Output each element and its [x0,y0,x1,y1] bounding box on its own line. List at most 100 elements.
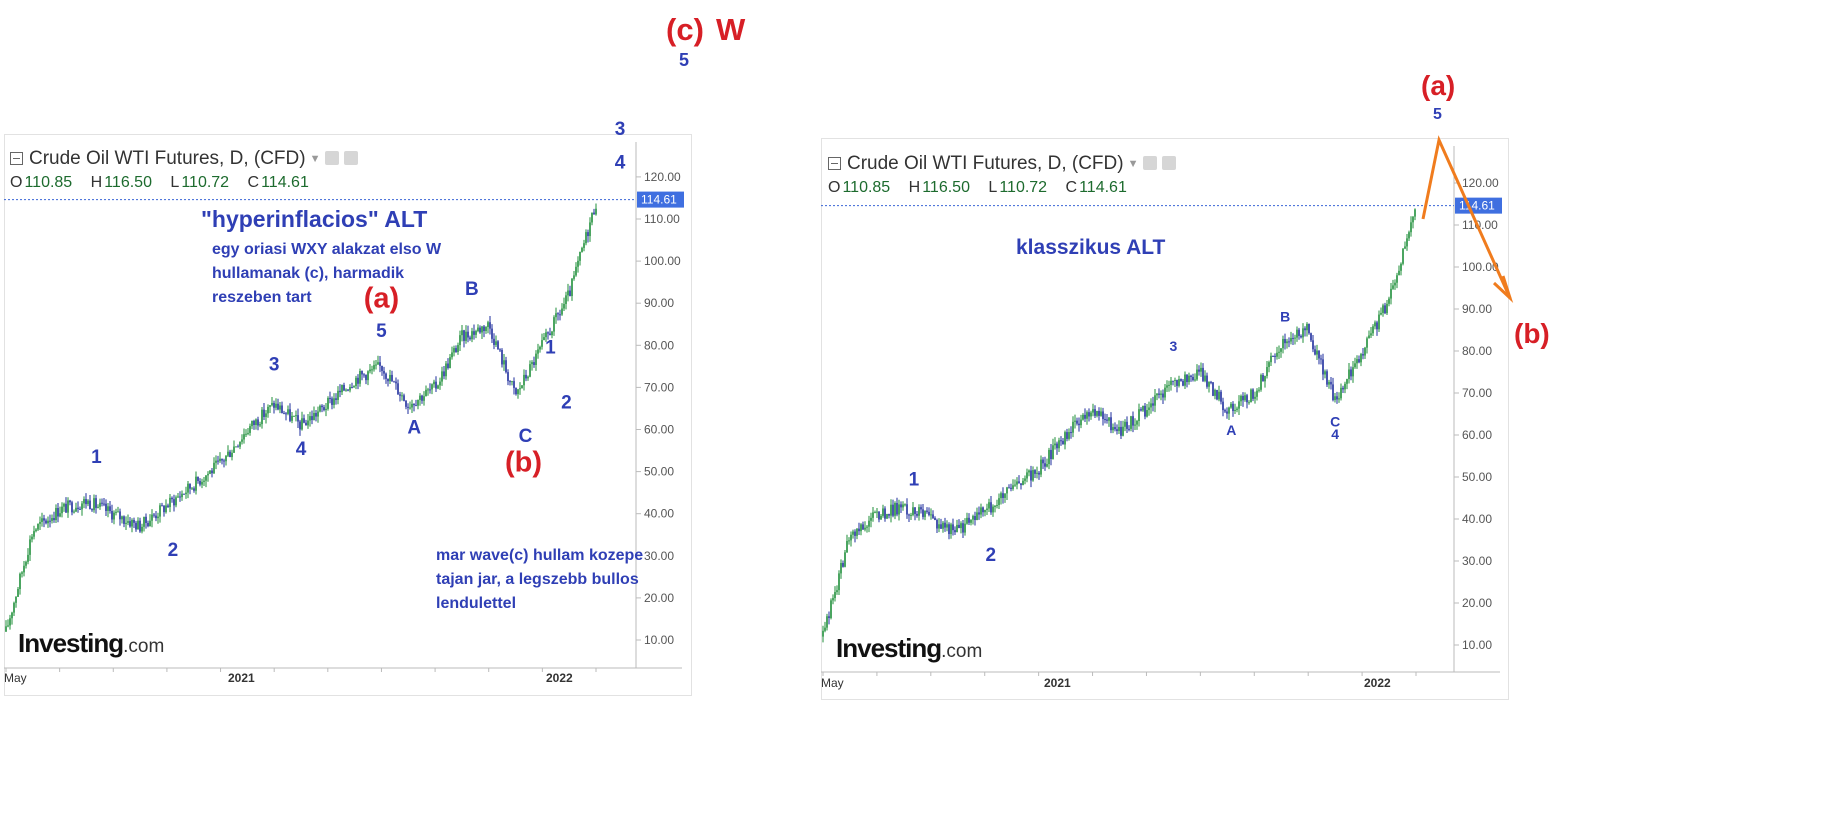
candle-body [335,398,337,400]
candle-body [355,377,357,387]
x-tick-label: 2021 [228,671,255,685]
wave-label: 2 [985,545,996,566]
right-title: klasszikus ALT [1016,236,1166,259]
candle-body [928,511,930,515]
candle-body [1364,347,1366,356]
candle-body [1172,380,1174,382]
candle-body [1144,405,1146,417]
gear-icon[interactable] [344,151,359,165]
candle-body [1054,443,1056,446]
collapse-icon[interactable] [828,157,841,170]
candle-body [1380,312,1382,315]
candle-body [327,397,329,409]
candle-body [371,369,373,371]
eye-icon[interactable] [325,151,340,165]
candle-body [998,498,1000,506]
candle-body [305,422,307,426]
candle-body [850,534,852,541]
candle-body [904,504,906,506]
candle-body [1350,369,1352,377]
candle-body [984,509,986,513]
y-tick-label: 70.00 [1462,386,1492,400]
candle-body [163,505,165,513]
price-tag-label: 114.61 [641,193,677,207]
candle-body [1280,348,1282,352]
candle-body [1110,417,1112,431]
candle-body [89,500,91,510]
candle-body [876,511,878,513]
candle-body [1178,379,1180,386]
orange-label-five: 5 [1433,106,1442,123]
candle-body [19,573,21,590]
candle-body [1356,359,1358,364]
candle-body [471,331,473,340]
wave-label: A [407,418,421,439]
candle-body [864,527,866,530]
candle-body [339,390,341,393]
candle-body [1314,349,1316,355]
candle-body [854,531,856,536]
candle-body [1078,423,1080,426]
candle-body [1406,238,1408,247]
candle-body [1028,470,1030,473]
candle-body [317,411,319,417]
candle-body [99,502,101,507]
chevron-down-icon[interactable]: ▼ [309,153,321,165]
investing-logo-right: Investing.com [836,633,983,663]
candle-body [273,402,275,408]
candle-body [1322,359,1324,375]
candle-body [1156,393,1158,396]
candle-body [419,395,421,400]
orange-label-a: (a) [1421,70,1456,101]
candle-body [443,371,445,377]
candle-body [461,330,463,336]
eye-icon[interactable] [1143,156,1158,170]
candle-body [521,385,523,389]
candle-body [976,512,978,520]
candle-body [65,503,67,513]
candle-body [465,331,467,341]
candle-body [549,333,551,336]
y-tick-label: 60.00 [644,423,674,437]
candle-body [173,499,175,506]
y-tick-label: 30.00 [644,549,674,563]
candle-body [67,500,69,513]
chevron-down-icon[interactable]: ▼ [1127,158,1139,170]
candle-body [109,506,111,512]
candle-body [407,406,409,408]
y-tick-label: 10.00 [644,633,674,647]
candle-body [107,506,109,511]
wave-label: (b) [505,447,542,479]
y-tick-label: 50.00 [1462,470,1492,484]
chart-header-right: Crude Oil WTI Futures, D, (CFD) ▼ [828,153,1177,175]
candle-body [179,496,181,498]
candle-body [1188,375,1190,383]
top-label-w: W [716,12,746,47]
left-title: "hyperinflacios" ALT [201,206,428,232]
candle-body [33,531,35,537]
y-tick-label: 50.00 [644,465,674,479]
wave-label: 2 [561,392,572,413]
candle-body [922,509,924,517]
collapse-icon[interactable] [10,152,23,165]
candle-body [1214,389,1216,396]
candle-body [501,349,503,365]
chart-panel-right [821,138,1509,700]
candle-body [1130,416,1132,429]
candle-body [569,290,571,297]
gear-icon[interactable] [1162,156,1177,170]
candle-body [926,510,928,512]
candle-body [1190,375,1192,377]
candle-body [321,405,323,408]
candle-body [1068,432,1070,439]
candle-body [227,451,229,456]
candle-body [507,372,509,382]
candle-body [91,509,93,511]
candle-body [1066,432,1068,439]
candle-body [357,377,359,384]
candle-body [167,505,169,508]
candle-body [856,528,858,536]
candle-body [161,505,163,507]
candle-body [1410,222,1412,233]
